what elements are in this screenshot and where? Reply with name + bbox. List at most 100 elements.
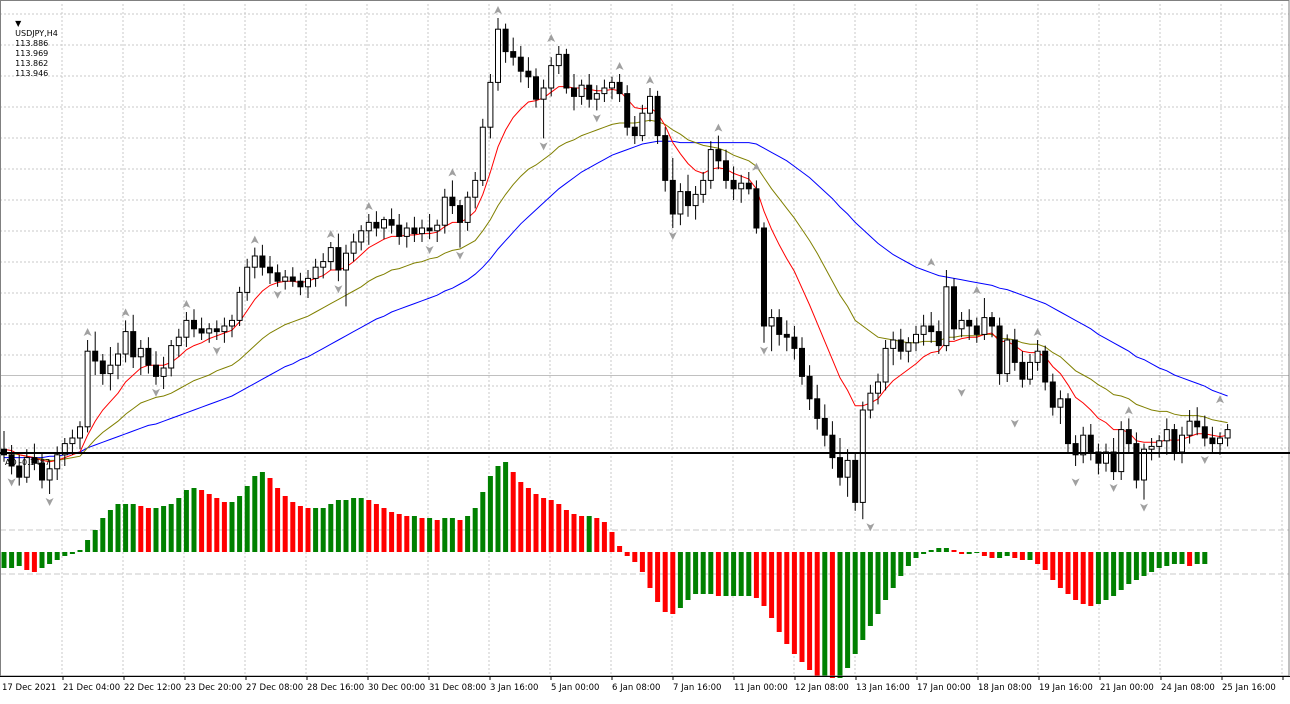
candle: [928, 312, 935, 343]
candle-body: [951, 286, 957, 330]
ao-bar: [814, 552, 820, 676]
ao-bar: [753, 552, 759, 598]
candle-body: [768, 317, 775, 327]
ao-bar: [822, 552, 828, 676]
candle-body: [16, 465, 23, 478]
candle: [806, 365, 813, 410]
candle-body: [312, 266, 319, 279]
candle: [320, 253, 327, 279]
candle-body: [289, 276, 296, 282]
candle-body: [168, 345, 175, 369]
candle-body: [981, 317, 988, 335]
candle: [943, 270, 950, 352]
candle-body: [388, 219, 395, 226]
ao-bar: [9, 552, 15, 568]
candle-body: [69, 437, 76, 445]
candle-body: [555, 53, 562, 67]
ao-bar: [480, 492, 486, 552]
candle: [373, 211, 380, 237]
candle: [738, 174, 745, 203]
candle: [350, 233, 357, 262]
candle: [54, 446, 61, 480]
ao-bar: [419, 518, 425, 552]
candle-body: [487, 81, 494, 128]
candle: [419, 219, 425, 242]
candle: [1004, 334, 1011, 382]
candle: [791, 326, 798, 360]
ao-bar: [267, 478, 273, 552]
high-price: 113.969: [15, 49, 49, 58]
ao-bar: [563, 510, 569, 552]
candle: [1057, 390, 1064, 424]
ao-bar: [214, 498, 220, 552]
candle: [23, 449, 30, 483]
ao-bar: [685, 552, 691, 600]
candle: [1179, 426, 1185, 464]
fractal-down-arrow: [957, 388, 966, 397]
fractal-up-arrow: [494, 6, 502, 14]
ao-bar: [495, 466, 501, 552]
candle-body: [1141, 448, 1147, 481]
ao-bar: [199, 490, 205, 552]
candle: [1087, 424, 1094, 461]
candle-body: [593, 93, 600, 100]
candle-body: [46, 468, 53, 481]
candle: [289, 267, 296, 287]
ao-bar: [1194, 552, 1200, 564]
ao-bar: [472, 508, 478, 552]
candle: [31, 443, 38, 471]
candle-body: [411, 227, 418, 235]
candle: [745, 172, 752, 195]
candle: [1118, 421, 1125, 480]
collapse-arrow-icon[interactable]: ▼: [15, 19, 22, 28]
candle: [814, 384, 821, 430]
fractal-down-arrow: [273, 290, 282, 299]
candle-body: [1179, 434, 1185, 453]
candle: [229, 314, 235, 338]
candle-body: [396, 224, 403, 237]
candle: [1201, 415, 1208, 447]
ao-bar: [852, 552, 858, 654]
candle-body: [1072, 443, 1079, 456]
fractal-up-arrow: [1033, 328, 1042, 336]
candle: [335, 233, 342, 282]
ao-bar: [153, 508, 159, 552]
candle-body: [1125, 429, 1132, 445]
candle-body: [548, 65, 555, 89]
ao-bar: [1042, 552, 1048, 570]
candle: [327, 242, 334, 270]
candle-body: [1133, 443, 1140, 481]
candle: [1186, 410, 1193, 444]
candle: [533, 68, 539, 108]
fractal-up-arrow: [326, 230, 335, 238]
fractal-up-arrow: [714, 123, 723, 132]
candle: [251, 247, 258, 279]
ao-bar: [761, 552, 767, 606]
time-tick-label: 25 Jan 16:00: [1222, 683, 1276, 693]
ao-bar: [449, 518, 455, 552]
ao-bar: [24, 552, 30, 570]
candle-body: [510, 51, 517, 58]
candle-body: [259, 255, 266, 268]
time-tick-label: 11 Jan 00:00: [734, 683, 788, 693]
time-tick-label: 28 Dec 16:00: [307, 683, 364, 693]
candle-body: [890, 339, 897, 349]
time-tick-label: 12 Jan 08:00: [795, 683, 849, 693]
candle-body: [502, 28, 509, 53]
candle-body: [464, 196, 471, 223]
candlestick-series: [1, 18, 1231, 520]
ao-bar: [921, 552, 927, 554]
candle: [776, 309, 783, 346]
ao-bar: [974, 552, 980, 553]
candle: [1011, 328, 1018, 371]
candle-body: [935, 331, 942, 347]
candle: [1019, 351, 1026, 388]
ao-bar: [677, 552, 683, 608]
candle-body: [669, 179, 676, 215]
candle: [525, 57, 532, 88]
candle: [198, 317, 205, 340]
candle-body: [1019, 361, 1026, 380]
candle-body: [1186, 420, 1193, 436]
